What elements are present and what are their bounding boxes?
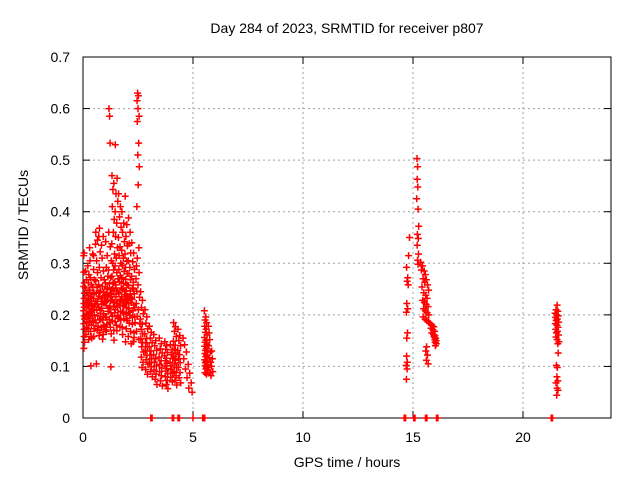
- x-tick-label: 10: [295, 429, 311, 445]
- y-tick-label: 0.7: [51, 49, 71, 65]
- y-tick-label: 0.1: [51, 358, 71, 374]
- x-tick-label: 0: [79, 429, 87, 445]
- y-tick-label: 0.4: [51, 204, 71, 220]
- axis-tick-labels: 0 5 10 15 20 0 0.1 0.2 0.3 0.4 0.5 0.6 0.7: [51, 49, 531, 445]
- y-tick-label: 0: [62, 410, 70, 426]
- y-tick-label: 0.5: [51, 152, 71, 168]
- y-axis-label: SRMTID / TECUs: [15, 170, 31, 280]
- y-tick-label: 0.3: [51, 255, 71, 271]
- series-SRMTID-markers: [80, 89, 563, 422]
- x-tick-label: 15: [405, 429, 421, 445]
- y-tick-label: 0.2: [51, 307, 71, 323]
- x-tick-label: 5: [189, 429, 197, 445]
- x-axis-label: GPS time / hours: [294, 454, 401, 470]
- plot-frame: [82, 56, 612, 419]
- x-tick-label: 20: [515, 429, 531, 445]
- chart-title: Day 284 of 2023, SRMTID for receiver p80…: [210, 20, 483, 36]
- data-points: [80, 89, 563, 422]
- y-tick-label: 0.6: [51, 101, 71, 117]
- grid-lines: [83, 57, 611, 418]
